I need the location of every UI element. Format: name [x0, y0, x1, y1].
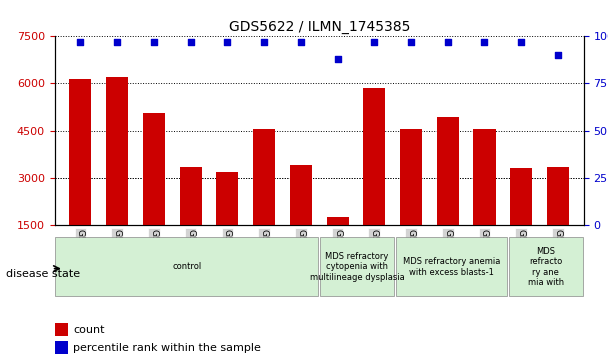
- Text: GSM1515755: GSM1515755: [407, 229, 415, 290]
- Text: GSM1515751: GSM1515751: [260, 229, 269, 290]
- FancyBboxPatch shape: [396, 237, 507, 297]
- Text: GSM1515748: GSM1515748: [150, 229, 159, 290]
- Bar: [400, 129, 422, 225]
- Point: [480, 39, 489, 45]
- Bar: [290, 165, 312, 225]
- Text: GSM1515749: GSM1515749: [186, 229, 195, 290]
- FancyBboxPatch shape: [320, 237, 394, 297]
- Point: [370, 39, 379, 45]
- Point: [112, 39, 122, 45]
- FancyBboxPatch shape: [509, 237, 583, 297]
- Text: GSM1515747: GSM1515747: [112, 229, 122, 290]
- Bar: [474, 129, 496, 225]
- Text: GSM1515757: GSM1515757: [480, 229, 489, 290]
- Text: GSM1515746: GSM1515746: [76, 229, 85, 290]
- Bar: [547, 167, 569, 225]
- Point: [406, 39, 416, 45]
- Text: count: count: [73, 325, 105, 335]
- Point: [75, 39, 85, 45]
- Bar: [179, 167, 202, 225]
- Bar: [510, 168, 532, 225]
- Point: [259, 39, 269, 45]
- Bar: [69, 79, 91, 225]
- Bar: [437, 117, 459, 225]
- Point: [516, 39, 526, 45]
- Bar: [363, 88, 385, 225]
- Text: MDS refractory anemia
with excess blasts-1: MDS refractory anemia with excess blasts…: [402, 257, 500, 277]
- Point: [333, 56, 342, 62]
- Text: percentile rank within the sample: percentile rank within the sample: [73, 343, 261, 353]
- Point: [149, 39, 159, 45]
- Text: disease state: disease state: [6, 269, 80, 279]
- Bar: [55, 323, 68, 336]
- Point: [186, 39, 196, 45]
- Text: GSM1515759: GSM1515759: [553, 229, 562, 290]
- Point: [296, 39, 306, 45]
- Bar: [143, 113, 165, 225]
- Point: [553, 52, 563, 58]
- Bar: [55, 341, 68, 354]
- Text: MDS
refracto
ry ane
mia with: MDS refracto ry ane mia with: [528, 247, 564, 287]
- Text: MDS refractory
cytopenia with
multilineage dysplasia: MDS refractory cytopenia with multilinea…: [309, 252, 404, 282]
- FancyBboxPatch shape: [55, 237, 319, 297]
- Bar: [216, 172, 238, 225]
- Bar: [106, 77, 128, 225]
- Point: [223, 39, 232, 45]
- Text: GSM1515752: GSM1515752: [296, 229, 305, 290]
- Bar: [326, 217, 348, 225]
- Text: GSM1515754: GSM1515754: [370, 229, 379, 290]
- Text: GSM1515750: GSM1515750: [223, 229, 232, 290]
- Text: GSM1515753: GSM1515753: [333, 229, 342, 290]
- Text: GSM1515756: GSM1515756: [443, 229, 452, 290]
- Point: [443, 39, 452, 45]
- Text: GSM1515758: GSM1515758: [517, 229, 526, 290]
- Title: GDS5622 / ILMN_1745385: GDS5622 / ILMN_1745385: [229, 20, 410, 34]
- Bar: [253, 129, 275, 225]
- Text: control: control: [172, 262, 202, 271]
